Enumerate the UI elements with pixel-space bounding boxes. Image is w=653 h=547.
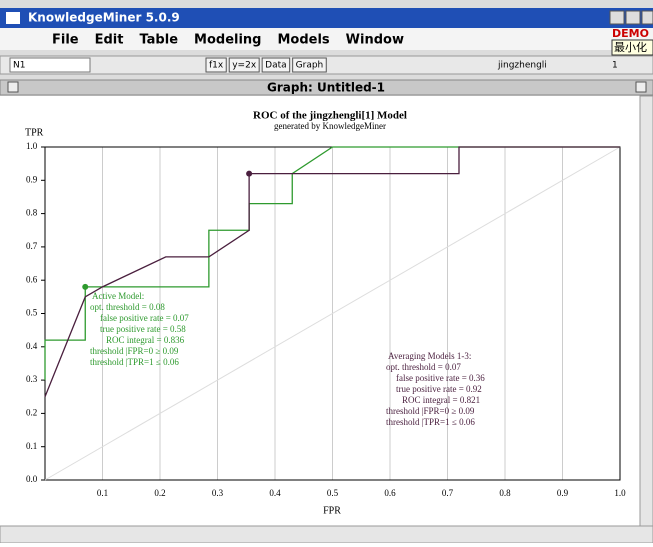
y-tick-label: 1.0: [26, 141, 38, 151]
x-tick-label: 0.8: [499, 488, 511, 498]
annotation: true positive rate = 0.58: [100, 324, 186, 334]
name-field-text: N1: [13, 61, 25, 71]
toolbar-button[interactable]: [292, 57, 327, 73]
toolbar-button-label: Data: [265, 61, 287, 71]
y-tick-label: 0.6: [26, 274, 38, 284]
y-tick-label: 0.3: [26, 374, 38, 384]
toolbar-button-label: f1x: [209, 61, 224, 71]
x-tick-label: 0.2: [154, 488, 165, 498]
model-name: jingzhengli: [497, 61, 547, 71]
annotation: ROC integral = 0.836: [106, 335, 185, 345]
y-tick-label: 0.0: [26, 474, 38, 484]
menu-item[interactable]: Table: [139, 33, 178, 48]
annotation: threshold |TPR=1 ≤ 0.06: [386, 417, 475, 427]
toolbar-button[interactable]: [228, 57, 260, 73]
legend-entry: Averaging Models 1-3:: [388, 351, 471, 361]
zoom-box[interactable]: [635, 81, 647, 93]
menu-item[interactable]: Modeling: [194, 33, 261, 48]
x-tick-label: 0.5: [327, 488, 339, 498]
horizontal-scrollbar[interactable]: [0, 525, 653, 544]
x-tick-label: 0.3: [212, 488, 224, 498]
vertical-scrollbar[interactable]: [639, 95, 653, 527]
y-tick-label: 0.4: [26, 341, 38, 351]
annotation: threshold |FPR=0 ≥ 0.09: [386, 406, 475, 416]
y-tick-label: 0.5: [26, 308, 38, 318]
graph-window-title: Graph: Untitled-1: [267, 81, 385, 95]
annotation: false positive rate = 0.36: [396, 373, 485, 383]
plot-canvas: [0, 96, 640, 526]
demo-label: DEMO: [612, 27, 649, 40]
annotation: opt. threshold = 0.08: [90, 302, 165, 312]
name-field[interactable]: [9, 57, 91, 73]
title-bar: [0, 8, 653, 28]
annotation: threshold |FPR=0 ≥ 0.09: [90, 346, 179, 356]
x-tick-label: 0.4: [269, 488, 281, 498]
annotation: opt. threshold = 0.07: [386, 362, 461, 372]
toolbar-button-label: y=2x: [232, 61, 257, 71]
y-axis-label: TPR: [25, 127, 44, 138]
app-title: KnowledgeMiner 5.0.9: [28, 11, 180, 25]
menu-item[interactable]: Models: [277, 33, 329, 48]
menu-item[interactable]: File: [52, 33, 79, 48]
y-tick-label: 0.9: [26, 174, 38, 184]
chart-title: ROC of the jingzhengli[1] Model: [253, 110, 407, 122]
x-tick-label: 0.9: [557, 488, 569, 498]
chart-subtitle: generated by KnowledgeMiner: [274, 121, 386, 131]
diagonal-reference: [44, 146, 621, 481]
tooltip-text: 最小化: [614, 40, 647, 54]
x-tick-label: 0.7: [442, 488, 454, 498]
optimum-point: [246, 170, 253, 177]
roc-line: [44, 146, 620, 397]
toolbar-button-label: Graph: [296, 61, 324, 71]
maximize-button[interactable]: [625, 10, 641, 25]
app-icon: [6, 12, 20, 24]
annotation: threshold |TPR=1 ≤ 0.06: [90, 357, 179, 367]
toolbar-button[interactable]: [261, 57, 291, 73]
x-tick-label: 1.0: [614, 488, 626, 498]
annotation: false positive rate = 0.07: [100, 313, 189, 323]
menu-item[interactable]: Window: [346, 33, 404, 48]
minimize-button[interactable]: [609, 10, 625, 25]
model-index: 1: [612, 61, 618, 71]
legend-entry: Active Model:: [92, 291, 144, 301]
toolbar-button[interactable]: [205, 57, 227, 73]
roc-line: [44, 146, 620, 381]
graph-window-bar: [0, 79, 653, 96]
y-tick-label: 0.2: [26, 407, 37, 417]
x-tick-label: 0.1: [97, 488, 108, 498]
tooltip: [611, 39, 653, 56]
y-tick-label: 0.1: [26, 441, 37, 451]
menu-bar: [0, 28, 653, 50]
optimum-point: [82, 283, 89, 290]
close-button[interactable]: [641, 10, 653, 25]
annotation: ROC integral = 0.821: [402, 395, 480, 405]
annotation: true positive rate = 0.92: [396, 384, 482, 394]
close-box[interactable]: [7, 81, 19, 93]
menu-item[interactable]: Edit: [95, 33, 124, 48]
y-tick-label: 0.8: [26, 208, 38, 218]
y-tick-label: 0.7: [26, 241, 38, 251]
x-axis-label: FPR: [323, 505, 341, 516]
x-tick-label: 0.6: [384, 488, 396, 498]
